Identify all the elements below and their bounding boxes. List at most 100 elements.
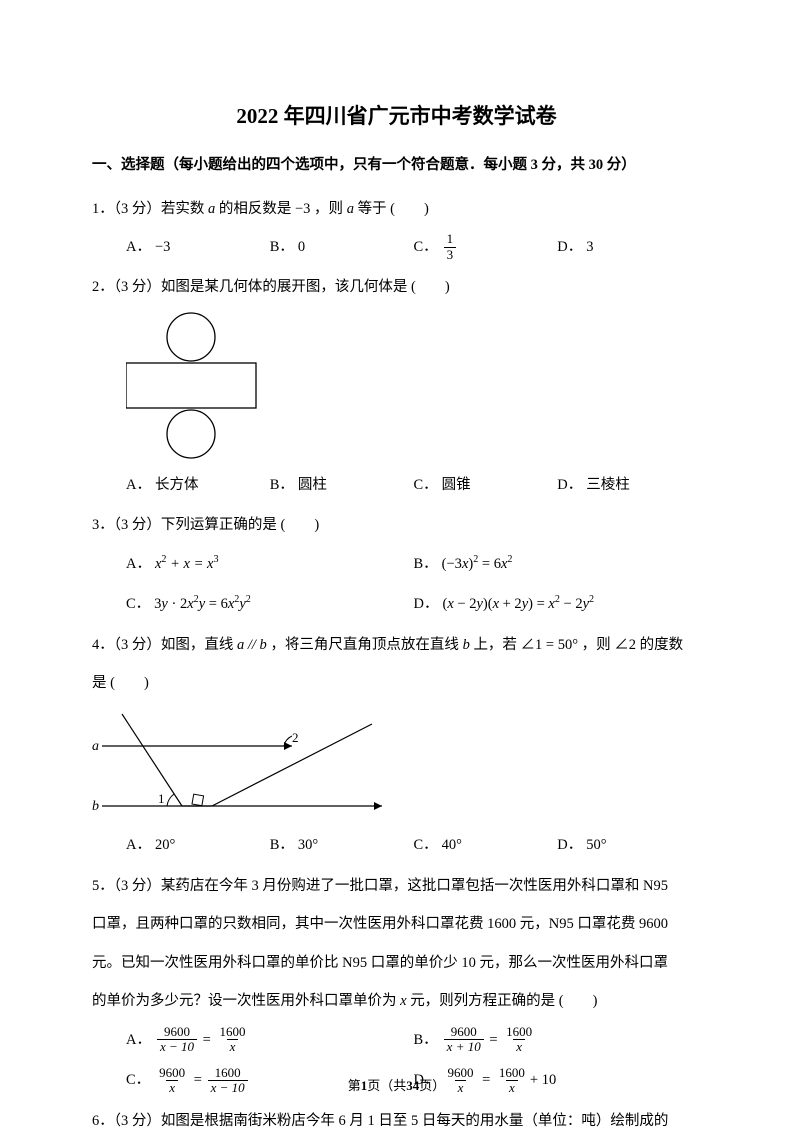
q2-stem: 2．（3 分）如图是某几何体的展开图，该几何体是 ( ) — [92, 272, 701, 302]
q2-opt-a: A．长方体 — [126, 470, 270, 500]
q5-l4-b: 元，则列方程正确的是 ( ) — [407, 993, 598, 1009]
page-footer: 第1页（共34页） — [0, 1075, 793, 1094]
opt-label-b: B． — [414, 549, 438, 579]
exam-page: 2022 年四川省广元市中考数学试卷 一、选择题（每小题给出的四个选项中，只有一… — [0, 0, 793, 1122]
frac-den: x − 10 — [157, 1039, 197, 1054]
q1-c-num: 1 — [444, 232, 457, 246]
q1-c-den: 3 — [444, 247, 457, 262]
q2-opt-b: B．圆柱 — [270, 470, 414, 500]
opt-label-a: A． — [126, 1025, 151, 1055]
q4-stem-a: 4．（3 分）如图，直线 — [92, 637, 237, 653]
q4-c-val: 40° — [442, 830, 462, 860]
q6-stem: 6．（3 分）如图是根据南街米粉店今年 6 月 1 日至 5 日每天的用水量（单… — [92, 1106, 701, 1136]
q1-opt-b: B．0 — [270, 232, 414, 262]
q4-var-ab: a // b — [237, 637, 267, 653]
footer-a: 第 — [348, 1078, 361, 1093]
q1-b-val: 0 — [298, 232, 305, 262]
q3-opt-d: D．(x − 2y)(x + 2y) = x2 − 2y2 — [414, 589, 702, 619]
frac-den: x — [227, 1039, 239, 1054]
q4-d-val: 50° — [586, 830, 606, 860]
footer-e: 页） — [419, 1078, 445, 1093]
q3-options-row2: C．3y · 2x2y = 6x2y2 D．(x − 2y)(x + 2y) =… — [92, 589, 701, 619]
opt-label-b: B． — [414, 1025, 438, 1055]
q3-opt-c: C．3y · 2x2y = 6x2y2 — [126, 589, 414, 619]
q3-d-val: (x − 2y)(x + 2y) = x2 − 2y2 — [442, 589, 594, 619]
q2-options: A．长方体 B．圆柱 C．圆锥 D．三棱柱 — [92, 470, 701, 500]
opt-label-d: D． — [557, 830, 582, 860]
q1-stem-b: 的相反数是 −3 ，则 — [215, 201, 346, 217]
opt-label-d: D． — [557, 470, 582, 500]
q4-stem-c: 上，若 ∠1 = 50° ，则 ∠2 的度数 — [470, 637, 683, 653]
q3-options-row1: A．x2 + x = x3 B．(−3x)2 = 6x2 — [92, 549, 701, 579]
frac-num: 9600 — [448, 1025, 480, 1039]
q2-b-val: 圆柱 — [298, 470, 327, 500]
q2-c-val: 圆锥 — [442, 470, 471, 500]
q5-b-right: 1600x — [503, 1025, 535, 1055]
q1-d-val: 3 — [586, 232, 593, 262]
frac-num: 9600 — [161, 1025, 193, 1039]
q1-stem: 1．（3 分）若实数 a 的相反数是 −3 ，则 a 等于 ( ) — [92, 194, 701, 224]
footer-total: 34 — [406, 1078, 419, 1093]
q5-l3: 元。已知一次性医用外科口罩的单价比 N95 口罩的单价少 10 元，那么一次性医… — [92, 948, 701, 978]
frac-num: 1600 — [216, 1025, 248, 1039]
section-prefix: 一、 — [92, 157, 121, 173]
q4-opt-a: A．20° — [126, 830, 270, 860]
q5-l4-a: 的单价为多少元？设一次性医用外科口罩单价为 — [92, 993, 400, 1009]
q1-opt-c: C． 1 3 — [414, 232, 558, 262]
svg-text:b: b — [92, 799, 99, 814]
q4-stem-b: ，将三角尺直角顶点放在直线 — [267, 637, 463, 653]
q1-opt-a: A．−3 — [126, 232, 270, 262]
q2-d-val: 三棱柱 — [586, 470, 630, 500]
q4-b-val: 30° — [298, 830, 318, 860]
opt-label-a: A． — [126, 549, 151, 579]
page-title: 2022 年四川省广元市中考数学试卷 — [92, 100, 701, 130]
q5-a-right: 1600x — [216, 1025, 248, 1055]
parallel-lines-triangle-icon: a b 1 2 — [92, 706, 392, 821]
opt-label-a: A． — [126, 830, 151, 860]
q5-l4: 的单价为多少元？设一次性医用外科口罩单价为 x 元，则列方程正确的是 ( ) — [92, 986, 701, 1016]
q4-opt-d: D．50° — [557, 830, 701, 860]
opt-label-c: C． — [414, 830, 438, 860]
section-head-text: 选择题（每小题给出的四个选项中，只有一个符合题意．每小题 3 分，共 30 分） — [121, 157, 636, 173]
opt-label-c: C． — [414, 470, 438, 500]
opt-label-b: B． — [270, 470, 294, 500]
eq-sign: = — [199, 1025, 214, 1055]
frac-num: 1600 — [503, 1025, 535, 1039]
frac-den: x — [513, 1039, 525, 1054]
frac-den: x + 10 — [444, 1039, 484, 1054]
opt-label-a: A． — [126, 232, 151, 262]
opt-label-a: A． — [126, 470, 151, 500]
q5-l1: 5．（3 分）某药店在今年 3 月份购进了一批口罩，这批口罩包括一次性医用外科口… — [92, 871, 701, 901]
q5-opt-b: B． 9600x + 10 = 1600x — [414, 1025, 702, 1055]
opt-label-d: D． — [414, 589, 439, 619]
footer-c: 页（共 — [367, 1078, 406, 1093]
q1-c-frac: 1 3 — [444, 232, 457, 262]
q4-options: A．20° B．30° C．40° D．50° — [92, 830, 701, 860]
q1-a-val: −3 — [155, 232, 170, 262]
svg-text:2: 2 — [292, 730, 299, 745]
q3-opt-b: B．(−3x)2 = 6x2 — [414, 549, 702, 579]
q4-opt-b: B．30° — [270, 830, 414, 860]
section-1-heading: 一、选择题（每小题给出的四个选项中，只有一个符合题意．每小题 3 分，共 30 … — [92, 152, 701, 180]
q4-a-val: 20° — [155, 830, 175, 860]
q5-options-row1: A． 9600x − 10 = 1600x B． 9600x + 10 = 16… — [92, 1025, 701, 1055]
q1-stem-a: 1．（3 分）若实数 — [92, 201, 208, 217]
q4-stem-d: 是 ( ) — [92, 668, 701, 698]
q1-stem-c: 等于 ( ) — [354, 201, 429, 217]
q1-opt-d: D．3 — [557, 232, 701, 262]
q4-figure: a b 1 2 — [92, 706, 701, 826]
opt-label-c: C． — [414, 232, 438, 262]
q3-opt-a: A．x2 + x = x3 — [126, 549, 414, 579]
q1-var-a2: a — [347, 201, 354, 217]
svg-text:a: a — [92, 739, 99, 754]
q1-options: A．−3 B．0 C． 1 3 D．3 — [92, 232, 701, 262]
opt-label-b: B． — [270, 830, 294, 860]
q4-opt-c: C．40° — [414, 830, 558, 860]
svg-text:1: 1 — [158, 791, 165, 806]
opt-label-d: D． — [557, 232, 582, 262]
q5-opt-a: A． 9600x − 10 = 1600x — [126, 1025, 414, 1055]
q5-l2: 口罩，且两种口罩的只数相同，其中一次性医用外科口罩花费 1600 元，N95 口… — [92, 909, 701, 939]
q2-opt-c: C．圆锥 — [414, 470, 558, 500]
q3-b-val: (−3x)2 = 6x2 — [442, 549, 513, 579]
q3-stem: 3．（3 分）下列运算正确的是 ( ) — [92, 510, 701, 540]
